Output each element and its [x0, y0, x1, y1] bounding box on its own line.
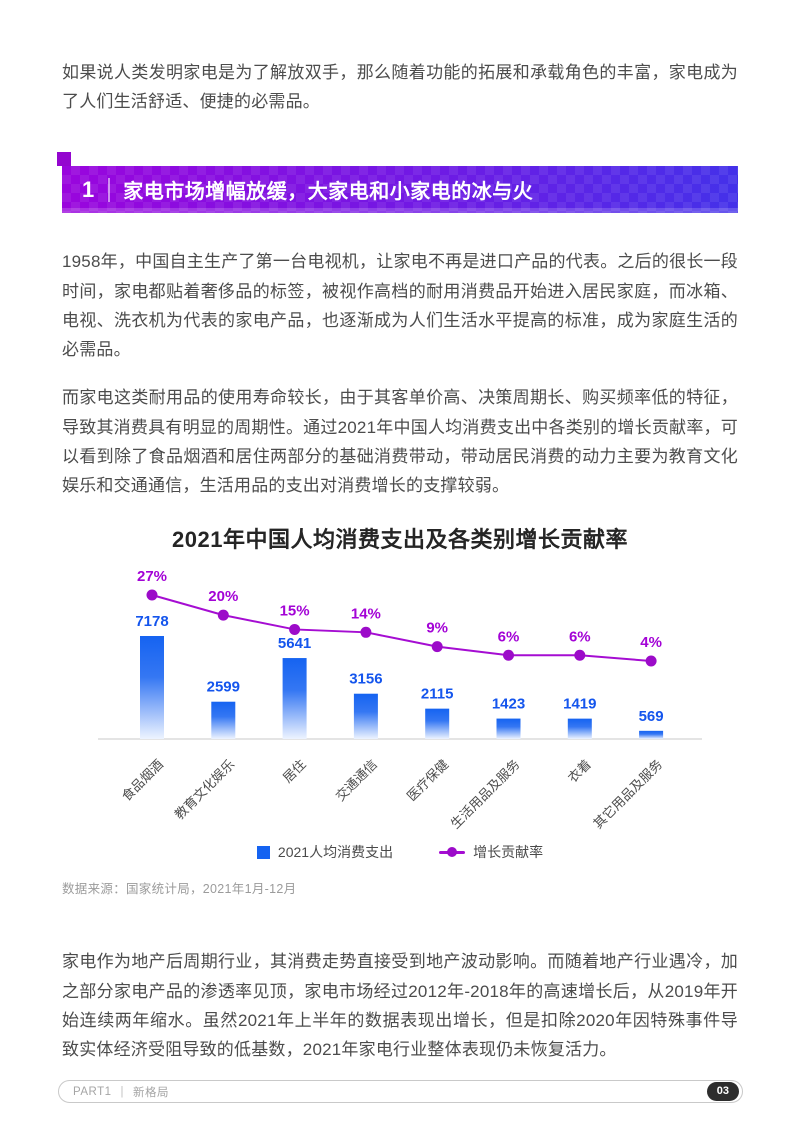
footer-divider: | [120, 1085, 125, 1098]
footer-bar: PART1 | 新格局 03 [58, 1080, 743, 1103]
history-paragraph: 1958年，中国自主生产了第一台电视机，让家电不再是进口产品的代表。之后的很长一… [62, 252, 738, 360]
x-axis-label-1: 教育文化娱乐 [172, 757, 238, 823]
section-banner: 1 家电市场增幅放缓，大家电和小家电的冰与火 [57, 152, 738, 214]
combo-chart: 7178 2599 5641 3156 2115 1423 1419 569 27% 20% 15%… [98, 568, 702, 832]
bar-value-label-7: 569 [639, 708, 664, 725]
bar-value-label-0: 7178 [135, 613, 168, 630]
corner-accent-square [57, 152, 71, 167]
footer-breadcrumb: PART1 | 新格局 [73, 1084, 169, 1100]
section-number: 1 [82, 176, 95, 202]
chart-legend: 2021人均消费支出 增长贡献率 [62, 842, 738, 862]
chart-title: 2021年中国人均消费支出及各类别增长贡献率 [172, 527, 628, 553]
x-axis-label-5: 生活用品及服务 [448, 757, 523, 832]
growth-line [151, 594, 652, 663]
line-point-2 [289, 624, 301, 636]
bar-6 [567, 718, 592, 740]
page-number-badge: 03 [706, 1081, 739, 1102]
bar-value-label-5: 1423 [492, 696, 525, 713]
line-point-1 [217, 609, 229, 621]
bar-value-label-4: 2115 [421, 686, 454, 703]
banner-divider [108, 177, 111, 202]
pct-label-0: 27% [137, 568, 167, 585]
section-banner-bar: 1 家电市场增幅放缓，大家电和小家电的冰与火 [62, 166, 738, 214]
bar-2 [282, 658, 307, 740]
bar-legend-swatch-icon [256, 845, 270, 859]
line-point-7 [645, 655, 657, 667]
legend-item-bar: 2021人均消费支出 [256, 842, 394, 862]
market-paragraph: 家电作为地产后周期行业，其消费走势直接受到地产波动影响。而随着地产行业遇冷，加之… [62, 952, 738, 1060]
x-axis-label-2: 居住 [280, 757, 309, 786]
footer-part-label: PART1 [73, 1085, 112, 1098]
bar-4 [425, 708, 450, 740]
pct-label-6: 6% [569, 629, 591, 646]
cycle-paragraph: 而家电这类耐用品的使用寿命较长，由于其客单价高、决策周期长、购买频率低的特征，导… [62, 388, 738, 496]
pct-label-2: 15% [280, 603, 310, 620]
pct-label-5: 6% [498, 629, 520, 646]
x-axis-label-6: 衣着 [565, 757, 594, 786]
x-axis-label-7: 其它用品及服务 [590, 757, 665, 832]
data-source-note: 数据来源：国家统计局，2021年1月-12月 [62, 882, 297, 897]
pct-label-7: 4% [640, 634, 662, 651]
bar-3 [353, 694, 378, 740]
bar-value-label-2: 5641 [278, 635, 311, 652]
bar-7 [639, 731, 664, 740]
footer-section-label: 新格局 [133, 1086, 170, 1099]
line-point-0 [146, 589, 158, 601]
pct-label-3: 14% [351, 606, 381, 623]
bar-value-label-6: 1419 [563, 696, 596, 713]
bar-value-label-3: 3156 [349, 671, 382, 688]
bar-5 [496, 718, 521, 740]
bar-legend-label: 2021人均消费支出 [277, 844, 394, 861]
bar-0 [140, 636, 164, 740]
line-point-6 [574, 650, 586, 662]
section-title: 家电市场增幅放缓，大家电和小家电的冰与火 [123, 181, 534, 204]
chart-section: 2021年中国人均消费支出及各类别增长贡献率 7178 2599 5641 3156 2… [62, 522, 738, 897]
x-axis-label-4: 医疗保健 [404, 757, 451, 804]
line-legend-label: 增长贡献率 [473, 844, 544, 861]
x-axis-label-0: 食品烟酒 [119, 757, 166, 804]
line-point-3 [360, 627, 372, 639]
bar-1 [211, 702, 236, 740]
bar-value-label-1: 2599 [207, 679, 240, 696]
x-axis-label-3: 交通通信 [333, 757, 380, 804]
pct-label-4: 9% [426, 620, 448, 637]
legend-item-line: 增长贡献率 [439, 842, 543, 862]
pct-label-1: 20% [208, 588, 238, 605]
line-point-4 [431, 641, 443, 653]
intro-paragraph: 如果说人类发明家电是为了解放双手，那么随着功能的拓展和承载角色的丰富，家电成为了… [62, 63, 738, 112]
line-point-5 [503, 650, 514, 662]
line-legend-marker-icon [439, 847, 466, 858]
